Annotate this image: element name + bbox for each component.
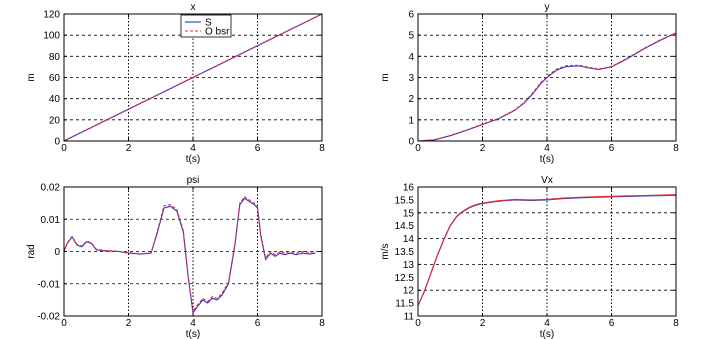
chart-title: y [545, 2, 550, 13]
y-tick-label: 6 [408, 10, 414, 21]
y-tick-label: 2 [408, 94, 414, 105]
x-tick-label: 8 [673, 143, 679, 154]
y-tick-label: -0.02 [37, 312, 60, 323]
x-tick-label: 8 [319, 143, 325, 154]
x-tick-label: 4 [190, 143, 196, 154]
x-tick-label: 0 [61, 143, 67, 154]
legend-entry: S [205, 18, 212, 29]
y-tick-label: 0 [408, 137, 414, 148]
x-tick-label: 2 [126, 318, 132, 329]
x-tick-label: 2 [480, 143, 486, 154]
y-tick-label: 4 [408, 52, 414, 63]
x-axis-label: t(s) [186, 329, 200, 339]
y-axis-label: m [26, 73, 37, 81]
x-tick-label: 4 [544, 143, 550, 154]
y-tick-label: 14.5 [395, 221, 415, 232]
y-tick-label: 80 [49, 52, 61, 63]
x-tick-label: 2 [480, 318, 486, 329]
y-tick-label: 12 [403, 286, 415, 297]
series-line-o-bsr [417, 194, 677, 306]
chart-psi: 0 2 4 6 8 -0.02 -0.01 0 0.01 0.02 psi t(s) rad [26, 175, 325, 339]
y-tick-label: -0.01 [37, 279, 60, 290]
y-tick-label: 100 [43, 31, 60, 42]
y-tick-label: 0.01 [41, 215, 61, 226]
y-tick-label: 0 [54, 137, 60, 148]
y-axis-label: m/s [380, 243, 391, 259]
x-tick-label: 6 [609, 143, 615, 154]
x-axis-label: t(s) [540, 154, 554, 165]
y-tick-label: 15.5 [395, 195, 415, 206]
y-tick-label: 14 [403, 234, 415, 245]
series-line-o-bsr [63, 195, 316, 313]
y-tick-label: 3 [408, 73, 414, 84]
y-tick-label: 11.5 [395, 299, 414, 310]
x-axis-label: t(s) [186, 154, 200, 165]
y-tick-label: 12.5 [395, 273, 415, 284]
y-tick-label: 1 [408, 115, 414, 126]
chart-Vx: 0 2 4 6 8 11 11.5 12 12.5 13 13.5 14 14.5 15 15.516 Vx t… [380, 175, 679, 339]
y-axis-label: rad [26, 244, 37, 258]
y-tick-label: 13.5 [395, 247, 415, 258]
x-tick-label: 6 [255, 143, 261, 154]
chart-title: Vx [541, 175, 553, 186]
y-tick-label: 0 [54, 247, 60, 258]
legend-entry: O bsr [205, 27, 230, 38]
x-tick-label: 2 [126, 143, 132, 154]
y-tick-label: 20 [49, 115, 61, 126]
series-line-o-bsr [63, 13, 323, 142]
y-tick-label: 15 [403, 208, 415, 219]
x-tick-label: 8 [319, 318, 325, 329]
x-tick-label: 0 [415, 143, 421, 154]
x-tick-label: 4 [544, 318, 550, 329]
chart-title: psi [187, 175, 200, 186]
x-tick-label: 0 [415, 318, 421, 329]
x-tick-label: 4 [190, 318, 196, 329]
series-line-o-bsr [417, 32, 677, 142]
y-tick-label: 16 [403, 183, 415, 194]
x-tick-label: 6 [609, 318, 615, 329]
y-tick-label: 11 [404, 312, 415, 323]
y-tick-label: 60 [49, 73, 61, 84]
legend-box [180, 14, 232, 38]
x-tick-label: 0 [61, 318, 67, 329]
y-tick-label: 13 [403, 260, 415, 271]
y-tick-label: 120 [43, 10, 60, 21]
chart-y: 0 2 4 6 8 0 1 2 3 4 5 6 y t(s) m [380, 2, 679, 165]
legend: SO bsr [180, 14, 232, 38]
y-tick-label: 0.02 [41, 183, 61, 194]
series-line-s [63, 197, 316, 315]
y-tick-label: 5 [408, 31, 414, 42]
y-tick-label: 40 [49, 94, 61, 105]
x-tick-label: 8 [673, 318, 679, 329]
x-tick-label: 6 [255, 318, 261, 329]
chart-title: x [191, 2, 196, 13]
y-axis-label: m [380, 73, 391, 81]
x-axis-label: t(s) [540, 329, 554, 339]
